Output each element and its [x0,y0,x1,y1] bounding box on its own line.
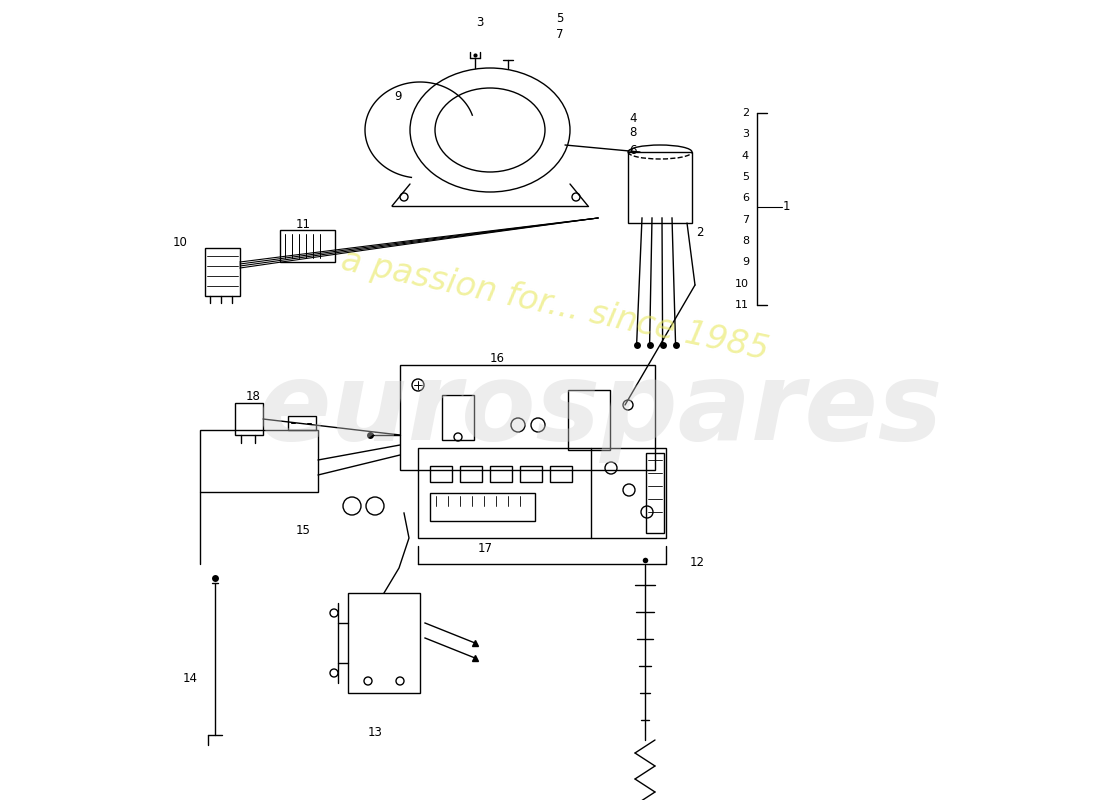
Bar [430,493,535,521]
Text: 12: 12 [690,555,704,569]
Bar [348,593,420,693]
Text: 2: 2 [741,108,749,118]
Text: 11: 11 [735,300,749,310]
Bar [430,466,452,482]
Bar [235,403,263,435]
Text: 5: 5 [557,11,563,25]
Bar [520,466,542,482]
Text: 3: 3 [476,17,484,30]
Text: a passion for... since 1985: a passion for... since 1985 [338,243,772,366]
Text: 18: 18 [245,390,261,403]
Bar [550,466,572,482]
Text: 11: 11 [296,218,310,231]
Bar [418,448,666,538]
Text: 8: 8 [629,126,637,139]
Bar [490,466,512,482]
Text: 17: 17 [477,542,493,554]
Bar [200,430,318,492]
Text: 4: 4 [741,150,749,161]
Text: 9: 9 [741,258,749,267]
Bar [442,395,474,440]
Bar [646,453,664,533]
Text: 1: 1 [783,201,791,214]
Bar [460,466,482,482]
Bar [568,390,611,450]
Bar [280,230,336,262]
Text: 9: 9 [394,90,402,103]
Text: 3: 3 [742,130,749,139]
Text: 6: 6 [742,194,749,203]
Text: 16: 16 [490,351,505,365]
Text: 8: 8 [741,236,749,246]
Text: 7: 7 [557,29,563,42]
Text: 10: 10 [735,278,749,289]
Bar [288,416,316,430]
Text: 13: 13 [367,726,383,738]
Text: 15: 15 [296,523,310,537]
Text: 4: 4 [629,111,637,125]
Text: 5: 5 [742,172,749,182]
Bar [205,248,240,296]
Bar [628,152,692,223]
Bar [400,365,654,470]
Text: 10: 10 [173,237,187,250]
Text: 2: 2 [696,226,704,238]
Text: 6: 6 [629,143,637,157]
Text: eurospares: eurospares [257,357,943,463]
Text: 14: 14 [183,671,198,685]
Text: 7: 7 [741,214,749,225]
